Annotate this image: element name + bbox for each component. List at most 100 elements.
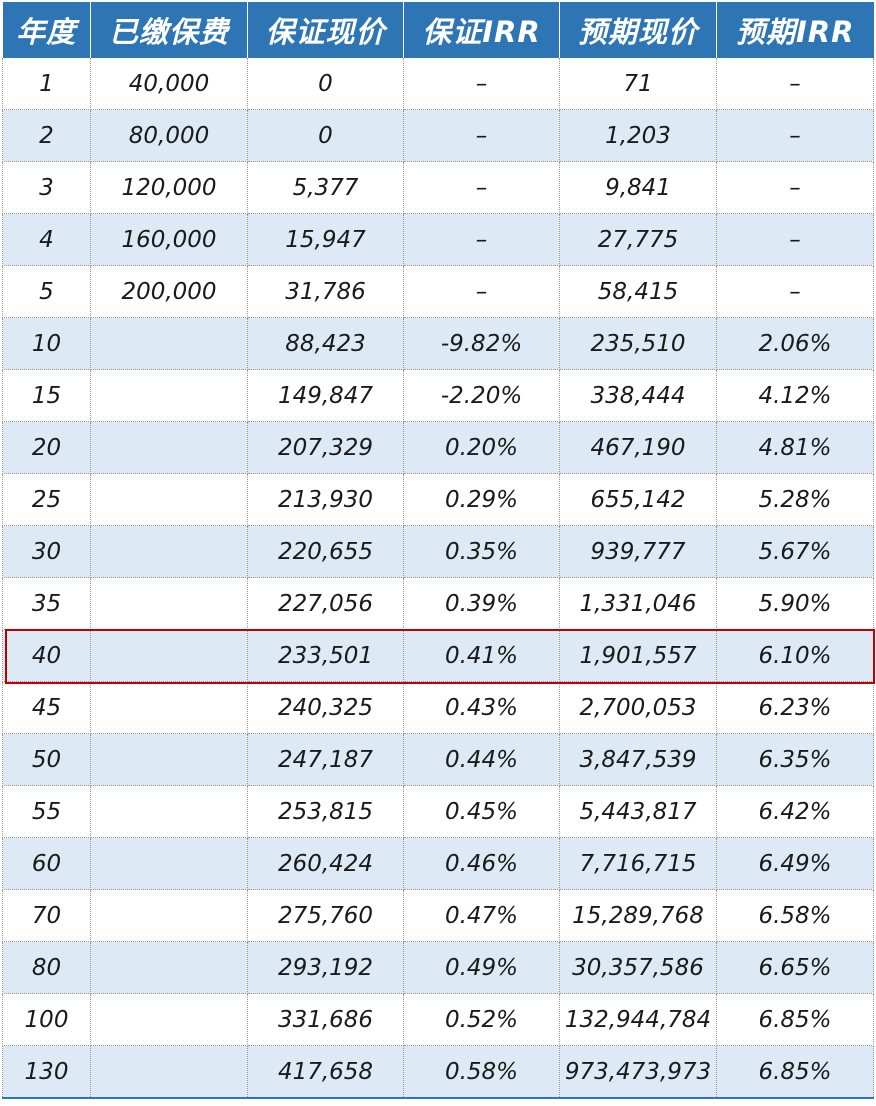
guaranteed-irr-cell: 0.58% <box>403 1045 560 1099</box>
year-cell: 10 <box>2 317 91 370</box>
premium-paid-cell <box>90 733 248 786</box>
guaranteed-irr-cell: 0.20% <box>403 421 560 474</box>
guaranteed-irr-cell: – <box>403 58 560 110</box>
year-cell: 3 <box>2 161 91 214</box>
expected-cash-value-cell: 27,775 <box>559 213 717 266</box>
expected-cash-value-cell: 467,190 <box>559 421 717 474</box>
guaranteed-irr-cell: 0.52% <box>403 993 560 1046</box>
table-body: 1 40,000 0–71–2 80,000 0–1,203–3 120,000 5,377… <box>2 58 874 1099</box>
expected-cash-value-cell: 58,415 <box>559 265 717 318</box>
guaranteed-cash-value-cell: 227,056 <box>247 577 404 630</box>
guaranteed-cash-value-cell: 331,686 <box>247 993 404 1046</box>
guaranteed-cash-value-cell: 220,655 <box>247 525 404 578</box>
table-row: 130 417,658 0.58% 973,473,973 6.85% <box>2 1045 874 1099</box>
expected-irr-cell: 2.06% <box>716 317 874 370</box>
expected-cash-value-cell: 1,203 <box>559 109 717 162</box>
expected-irr-cell: 5.28% <box>716 473 874 526</box>
guaranteed-irr-cell: 0.29% <box>403 473 560 526</box>
year-cell: 15 <box>2 369 91 422</box>
premium-paid-cell: 160,000 <box>90 213 248 266</box>
header-guaranteed-cash-value: 保证现价 <box>247 2 404 58</box>
table-header-row: 年度 已缴保费 保证现价 保证IRR 预期现价 预期IRR <box>2 2 874 58</box>
expected-cash-value-cell: 973,473,973 <box>559 1045 717 1099</box>
year-cell: 35 <box>2 577 91 630</box>
premium-paid-cell: 80,000 <box>90 109 248 162</box>
table-row: 20 207,329 0.20% 467,190 4.81% <box>2 421 874 474</box>
year-cell: 100 <box>2 993 91 1046</box>
expected-irr-cell: – <box>716 109 874 162</box>
premium-paid-cell: 40,000 <box>90 58 248 110</box>
expected-irr-cell: 5.90% <box>716 577 874 630</box>
premium-paid-cell <box>90 785 248 838</box>
guaranteed-irr-cell: 0.43% <box>403 681 560 734</box>
table-row: 5 200,000 31,786–58,415– <box>2 265 874 318</box>
guaranteed-irr-cell: – <box>403 161 560 214</box>
year-cell: 60 <box>2 837 91 890</box>
expected-irr-cell: 6.35% <box>716 733 874 786</box>
guaranteed-irr-cell: -2.20% <box>403 369 560 422</box>
year-cell: 70 <box>2 889 91 942</box>
guaranteed-irr-cell: 0.45% <box>403 785 560 838</box>
guaranteed-cash-value-cell: 0 <box>247 109 404 162</box>
guaranteed-cash-value-cell: 207,329 <box>247 421 404 474</box>
guaranteed-cash-value-cell: 253,815 <box>247 785 404 838</box>
guaranteed-irr-cell: 0.46% <box>403 837 560 890</box>
year-cell: 50 <box>2 733 91 786</box>
table-row: 4 160,000 15,947–27,775– <box>2 213 874 266</box>
table-row: 10 88,423 -9.82% 235,510 2.06% <box>2 317 874 370</box>
expected-cash-value-cell: 1,331,046 <box>559 577 717 630</box>
header-year: 年度 <box>2 2 91 58</box>
expected-irr-cell: 6.58% <box>716 889 874 942</box>
guaranteed-cash-value-cell: 149,847 <box>247 369 404 422</box>
guaranteed-cash-value-cell: 0 <box>247 58 404 110</box>
table-row: 1 40,000 0–71– <box>2 58 874 110</box>
header-premium-paid: 已缴保费 <box>90 2 248 58</box>
guaranteed-cash-value-cell: 293,192 <box>247 941 404 994</box>
guaranteed-irr-cell: – <box>403 265 560 318</box>
year-cell: 45 <box>2 681 91 734</box>
year-cell: 130 <box>2 1045 91 1099</box>
expected-cash-value-cell: 30,357,586 <box>559 941 717 994</box>
expected-cash-value-cell: 3,847,539 <box>559 733 717 786</box>
table-row: 50 247,187 0.44% 3,847,539 6.35% <box>2 733 874 786</box>
premium-paid-cell <box>90 681 248 734</box>
guaranteed-cash-value-cell: 260,424 <box>247 837 404 890</box>
guaranteed-irr-cell: -9.82% <box>403 317 560 370</box>
table-row: 25 213,930 0.29% 655,142 5.28% <box>2 473 874 526</box>
expected-irr-cell: 6.85% <box>716 1045 874 1099</box>
guaranteed-irr-cell: – <box>403 109 560 162</box>
guaranteed-cash-value-cell: 15,947 <box>247 213 404 266</box>
expected-cash-value-cell: 235,510 <box>559 317 717 370</box>
header-expected-irr: 预期IRR <box>716 2 874 58</box>
table-row: 60 260,424 0.46% 7,716,715 6.49% <box>2 837 874 890</box>
premium-paid-cell <box>90 317 248 370</box>
expected-irr-cell: 6.49% <box>716 837 874 890</box>
expected-cash-value-cell: 71 <box>559 58 717 110</box>
expected-cash-value-cell: 5,443,817 <box>559 785 717 838</box>
guaranteed-irr-cell: 0.47% <box>403 889 560 942</box>
guaranteed-irr-cell: 0.49% <box>403 941 560 994</box>
year-cell: 40 <box>2 629 91 682</box>
guaranteed-cash-value-cell: 88,423 <box>247 317 404 370</box>
guaranteed-cash-value-cell: 247,187 <box>247 733 404 786</box>
premium-paid-cell <box>90 993 248 1046</box>
guaranteed-irr-cell: 0.41% <box>403 629 560 682</box>
header-expected-cash-value: 预期现价 <box>559 2 717 58</box>
expected-irr-cell: 6.65% <box>716 941 874 994</box>
expected-cash-value-cell: 338,444 <box>559 369 717 422</box>
expected-cash-value-cell: 1,901,557 <box>559 629 717 682</box>
guaranteed-cash-value-cell: 275,760 <box>247 889 404 942</box>
year-cell: 25 <box>2 473 91 526</box>
expected-irr-cell: 6.10% <box>716 629 874 682</box>
guaranteed-cash-value-cell: 240,325 <box>247 681 404 734</box>
year-cell: 20 <box>2 421 91 474</box>
expected-irr-cell: 6.85% <box>716 993 874 1046</box>
guaranteed-irr-cell: 0.35% <box>403 525 560 578</box>
expected-cash-value-cell: 15,289,768 <box>559 889 717 942</box>
expected-irr-cell: 4.81% <box>716 421 874 474</box>
table-row: 70 275,760 0.47% 15,289,768 6.58% <box>2 889 874 942</box>
guaranteed-cash-value-cell: 233,501 <box>247 629 404 682</box>
table-row: 100 331,686 0.52% 132,944,784 6.85% <box>2 993 874 1046</box>
year-cell: 4 <box>2 213 91 266</box>
